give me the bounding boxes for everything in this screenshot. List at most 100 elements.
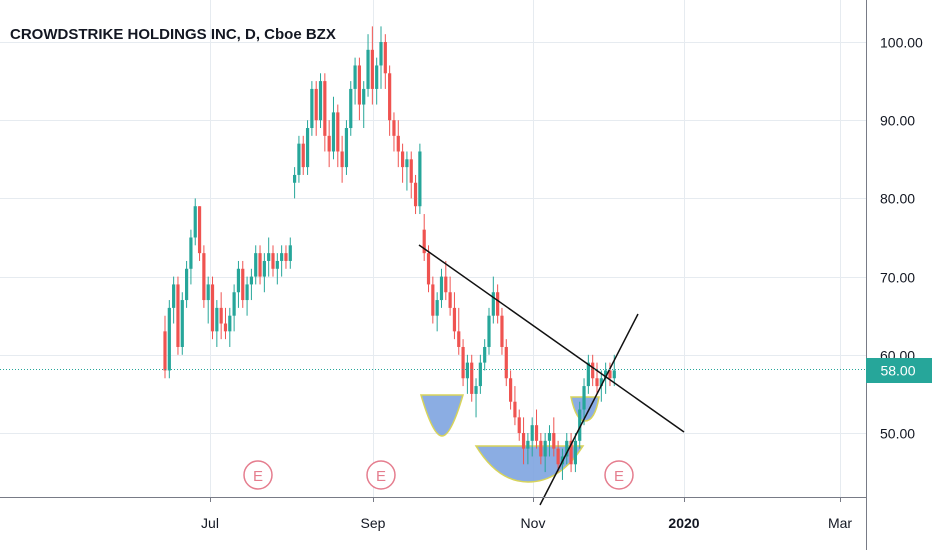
candle-up: [228, 307, 232, 347]
candle-up: [318, 73, 323, 129]
candle-up: [236, 260, 241, 308]
candle-down: [223, 307, 228, 340]
candle-down: [608, 362, 612, 387]
candle-down: [504, 339, 508, 387]
earnings-letter: E: [376, 468, 386, 485]
candle-up: [344, 120, 349, 175]
candle-up: [305, 120, 310, 175]
earnings-circle: [243, 460, 273, 490]
candle-down: [314, 81, 318, 136]
candle-down: [539, 433, 543, 465]
candle-down: [556, 440, 560, 473]
time-tick-label: Jul: [201, 515, 219, 531]
candle-up: [578, 401, 582, 449]
candle-up: [189, 229, 193, 285]
candle-down: [413, 174, 418, 215]
candle-up: [573, 433, 577, 473]
grid: [0, 0, 866, 497]
candle-up: [349, 81, 353, 136]
candle-up: [280, 245, 284, 277]
candle-down: [513, 386, 517, 426]
candle-down: [396, 120, 400, 168]
left-shoulder-shape: [419, 394, 465, 437]
candle-down: [284, 245, 288, 269]
candle-down: [552, 417, 556, 457]
candle-down: [219, 292, 223, 340]
candle-up: [293, 167, 297, 199]
candle-down: [409, 151, 413, 199]
candle-down: [401, 143, 405, 183]
candle-down: [383, 34, 387, 89]
earnings-marker[interactable]: E: [243, 460, 273, 490]
candle-down: [258, 245, 262, 285]
candle-up: [439, 268, 444, 308]
candle-down: [301, 135, 305, 175]
current-price-label: 58.00: [880, 363, 915, 379]
candle-up: [474, 378, 478, 418]
candle-up: [215, 300, 219, 347]
candle-down: [517, 409, 521, 441]
candle-up: [262, 253, 266, 293]
candle-up: [249, 268, 253, 301]
chart-title: CROWDSTRIKE HOLDINGS INC, D, Cboe BZX: [10, 26, 336, 43]
candle-up: [418, 143, 422, 215]
candle-down: [595, 362, 599, 394]
candle-up: [478, 354, 482, 394]
trendlines: [418, 244, 685, 506]
candle-up: [379, 26, 383, 89]
candle-up: [487, 307, 491, 355]
ascending-support-line[interactable]: [539, 313, 639, 506]
candle-down: [271, 245, 275, 277]
time-tick-label: Sep: [361, 515, 386, 531]
candle-up: [530, 417, 534, 457]
time-axis[interactable]: Jul Sep Nov 2020 Mar: [201, 497, 852, 531]
candle-up: [206, 276, 210, 324]
earnings-circle: [366, 460, 396, 490]
candle-up: [565, 433, 569, 465]
candle-up: [180, 292, 184, 355]
earnings-marker[interactable]: E: [604, 460, 634, 490]
candle-up: [245, 276, 249, 316]
candle-down: [210, 276, 215, 340]
candle-up: [193, 198, 197, 246]
candle-up: [366, 34, 370, 97]
candle-down: [569, 433, 573, 473]
time-tick-label: Nov: [521, 515, 546, 531]
candle-down: [426, 245, 431, 293]
candle-down: [357, 57, 361, 121]
candle-up: [185, 260, 189, 308]
descending-resistance-line[interactable]: [418, 244, 685, 433]
candle-up: [375, 57, 379, 105]
candle-up: [526, 433, 530, 465]
candle-down: [163, 315, 167, 379]
candle-up: [353, 57, 357, 105]
candle-down: [521, 417, 526, 465]
candle-down: [197, 206, 202, 261]
price-tick-label: 50.00: [880, 426, 915, 442]
candle-down: [370, 26, 374, 105]
current-price-tag-background: [866, 358, 932, 383]
price-tick-label: 100.00: [880, 35, 923, 51]
price-tick-label: 80.00: [880, 191, 915, 207]
candle-down: [202, 245, 206, 308]
candle-down: [431, 276, 435, 324]
candle-down: [422, 214, 426, 261]
candle-down: [500, 307, 504, 355]
candle-up: [483, 339, 487, 371]
earnings-marker[interactable]: E: [366, 460, 396, 490]
candle-up: [405, 151, 409, 191]
candle-up: [297, 135, 301, 183]
candle-up: [543, 433, 547, 473]
time-tick-label: Mar: [828, 515, 852, 531]
earnings-circle: [604, 460, 634, 490]
current-price-tag: 58.00: [866, 358, 932, 383]
candle-down: [444, 260, 448, 301]
candle-down: [323, 73, 327, 152]
candle-down: [176, 276, 180, 355]
candle-down: [591, 354, 595, 387]
